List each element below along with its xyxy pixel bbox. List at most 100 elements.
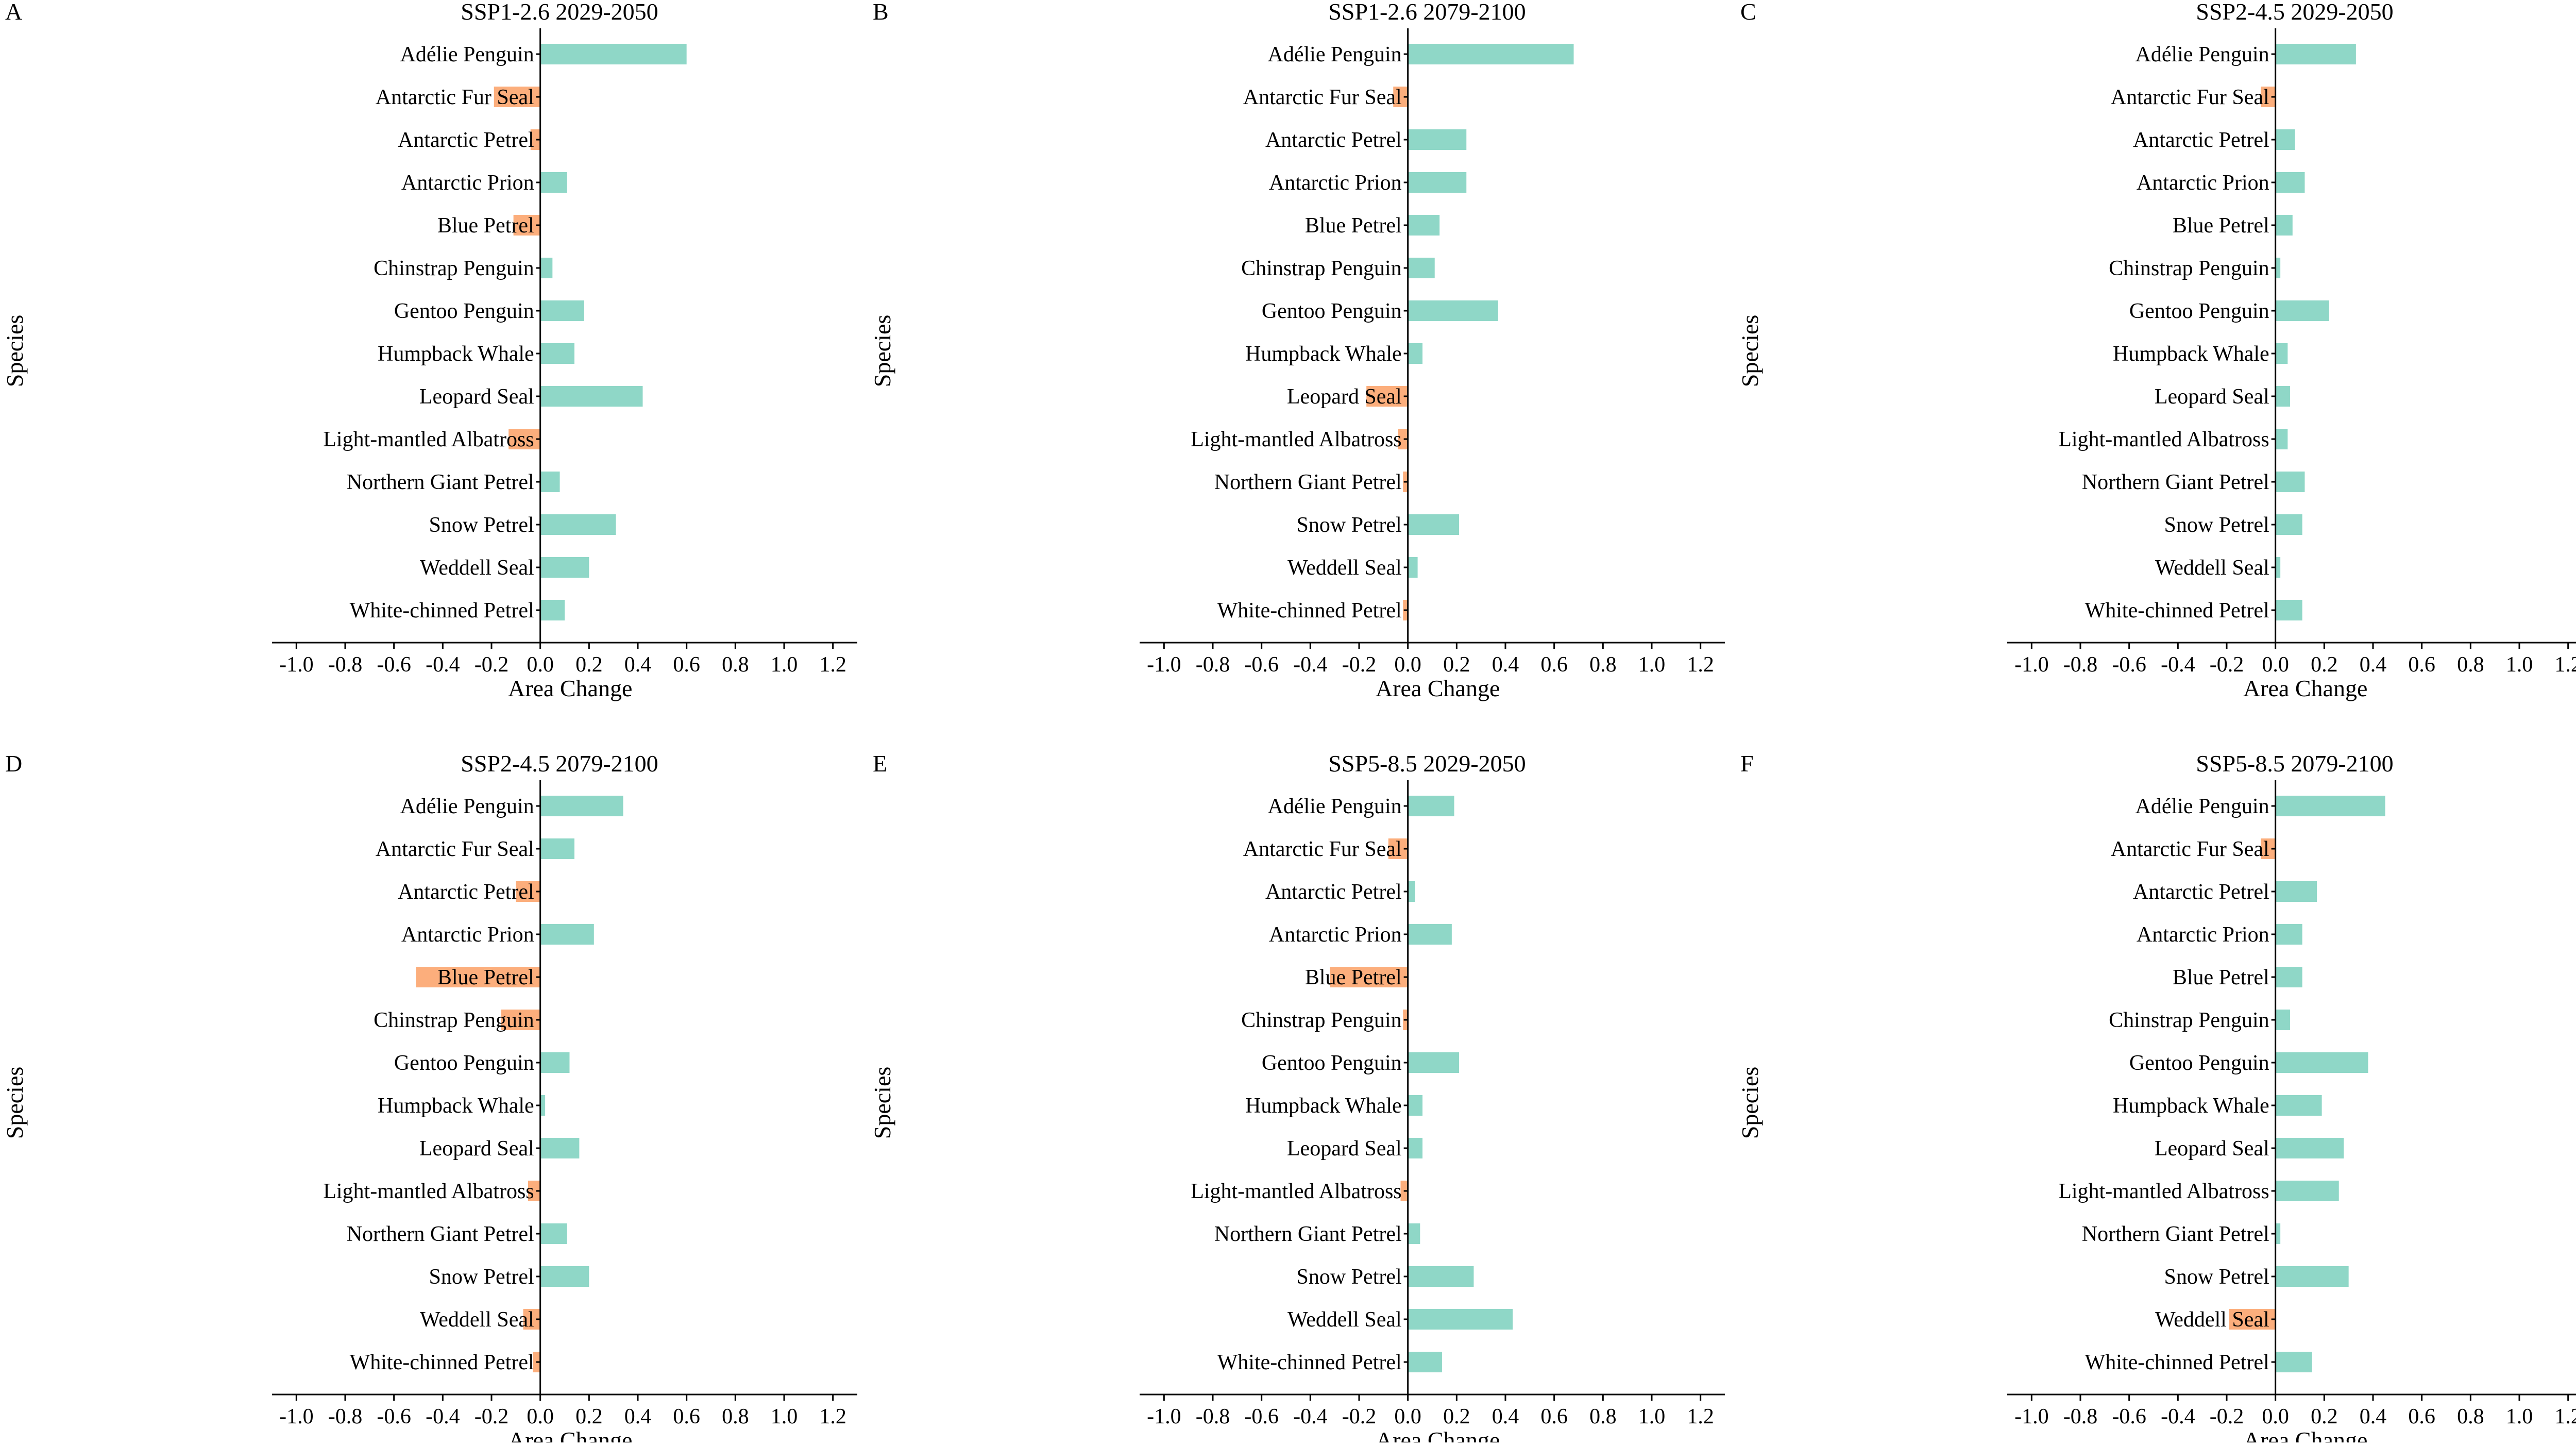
x-tick-label: -0.2	[1342, 1405, 1377, 1429]
y-tick-label: Chinstrap Penguin	[374, 257, 534, 280]
panel-letter: B	[873, 0, 889, 25]
x-tick-label: 0.6	[2408, 1405, 2435, 1429]
bar-snow-petrel	[1408, 514, 1460, 535]
x-tick-label: -0.6	[2112, 653, 2146, 677]
y-tick-label: Antarctic Prion	[1269, 171, 1402, 195]
y-axis-title: Species	[1737, 1067, 1763, 1139]
x-tick-label: 0.4	[1492, 653, 1519, 677]
bar-snow-petrel	[540, 1266, 589, 1287]
bar-gentoo-penguin	[1408, 1052, 1460, 1073]
x-tick-label: 0.0	[527, 653, 554, 677]
y-tick-label: Weddell Seal	[2155, 1308, 2269, 1332]
y-tick-label: Adélie Penguin	[1268, 43, 1402, 66]
x-tick-label: 0.6	[2408, 653, 2435, 677]
bar-blue-petrel	[1408, 215, 1440, 236]
y-tick-label: Leopard Seal	[2155, 385, 2269, 409]
x-tick-label: -0.8	[2063, 1405, 2098, 1429]
x-axis-title: Area Change	[1376, 675, 1500, 701]
bar-humpback-whale	[1408, 1095, 1423, 1116]
y-tick-label: Weddell Seal	[1287, 1308, 1402, 1332]
bar-gentoo-penguin	[2275, 1052, 2368, 1073]
x-tick-label: 0.4	[2360, 1405, 2387, 1429]
bar-northern-giant-petrel	[1408, 1223, 1420, 1244]
x-tick-label: 0.6	[1540, 1405, 1568, 1429]
x-tick-label: 0.6	[1540, 653, 1568, 677]
y-tick-label: Leopard Seal	[419, 1137, 534, 1161]
panel-title: SSP5-8.5 2029-2050	[1328, 750, 1526, 777]
bar-antarctic-prion	[540, 924, 594, 945]
x-tick-label: -0.4	[426, 1405, 460, 1429]
y-tick-label: White-chinned Petrel	[1217, 599, 1402, 623]
bar-snow-petrel	[1408, 1266, 1474, 1287]
y-tick-label: Antarctic Petrel	[398, 880, 534, 904]
y-tick-label: Humpback Whale	[2113, 1094, 2269, 1118]
y-tick-label: Weddell Seal	[420, 1308, 534, 1332]
x-tick-label: 0.2	[1443, 1405, 1470, 1429]
y-tick-label: Blue Petrel	[1305, 966, 1402, 989]
x-tick-label: -1.0	[279, 653, 314, 677]
x-axis-title: Area Change	[2243, 1427, 2367, 1442]
y-tick-label: Gentoo Penguin	[1262, 299, 1402, 323]
y-tick-label: Snow Petrel	[1297, 1265, 1402, 1289]
bar-light-mantled-albatross	[509, 429, 540, 449]
x-tick-label: 1.2	[2554, 1405, 2576, 1429]
y-axis-title: Species	[2, 315, 28, 388]
bar-blue-petrel	[2275, 967, 2302, 987]
x-tick-label: 0.0	[2262, 653, 2289, 677]
y-tick-label: Antarctic Fur Seal	[1243, 86, 1402, 109]
y-tick-label: Light-mantled Albatross	[323, 1180, 534, 1203]
y-tick-label: Light-mantled Albatross	[1191, 1180, 1401, 1203]
bar-antarctic-petrel	[2275, 881, 2317, 902]
y-tick-label: Leopard Seal	[419, 385, 534, 409]
y-tick-label: Humpback Whale	[378, 1094, 534, 1118]
y-tick-label: Antarctic Fur Seal	[376, 86, 534, 109]
panel-b: B SSP1-2.6 2079-2100 Adélie Penguin Antarct…	[869, 0, 1725, 701]
x-tick-label: -1.0	[279, 1405, 314, 1429]
x-tick-label: -1.0	[1147, 1405, 1181, 1429]
y-tick-label: Antarctic Prion	[1269, 923, 1402, 947]
bar-antarctic-petrel	[2275, 129, 2295, 150]
x-tick-label: -0.4	[2161, 1405, 2195, 1429]
y-tick-label: Adélie Penguin	[2136, 43, 2269, 66]
x-tick-label: 0.2	[2311, 653, 2338, 677]
bar-antarctic-fur-seal	[494, 87, 540, 107]
x-tick-label: 0.0	[1394, 1405, 1421, 1429]
y-tick-label: Weddell Seal	[420, 556, 534, 580]
y-axis-title: Species	[2, 1067, 28, 1139]
bar-gentoo-penguin	[540, 1052, 570, 1073]
x-tick-label: 0.8	[2457, 653, 2484, 677]
y-tick-label: Gentoo Penguin	[1262, 1051, 1402, 1075]
y-tick-label: Weddell Seal	[2155, 556, 2269, 580]
bar-antarctic-prion	[1408, 924, 1452, 945]
x-tick-label: 0.8	[722, 653, 749, 677]
bar-gentoo-penguin	[1408, 300, 1498, 321]
bar-white-chinned-petrel	[540, 600, 565, 620]
y-tick-label: White-chinned Petrel	[2085, 599, 2269, 623]
y-tick-label: Snow Petrel	[2164, 513, 2269, 537]
bar-antarctic-petrel	[530, 129, 540, 150]
bar-humpback-whale	[1408, 343, 1423, 364]
x-tick-label: 1.0	[1638, 653, 1666, 677]
x-tick-label: 0.4	[2360, 653, 2387, 677]
y-axis-title: Species	[869, 315, 895, 388]
bar-weddell-seal	[2275, 557, 2281, 578]
y-tick-label: Chinstrap Penguin	[1241, 1009, 1402, 1032]
y-tick-label: Light-mantled Albatross	[2058, 428, 2269, 451]
x-tick-label: 0.4	[624, 1405, 652, 1429]
bar-leopard-seal	[540, 386, 643, 407]
y-tick-label: Gentoo Penguin	[2129, 1051, 2269, 1075]
panel-letter: A	[5, 0, 22, 25]
y-tick-label: Blue Petrel	[1305, 214, 1402, 238]
x-tick-label: -0.2	[474, 1405, 509, 1429]
y-tick-label: Antarctic Petrel	[398, 128, 534, 152]
bar-snow-petrel	[2275, 1266, 2349, 1287]
bar-gentoo-penguin	[540, 300, 584, 321]
bar-leopard-seal	[1366, 386, 1408, 407]
bar-humpback-whale	[2275, 1095, 2322, 1116]
x-tick-label: -0.4	[1293, 1405, 1328, 1429]
bar-ad-lie-penguin	[1408, 796, 1454, 816]
x-tick-label: -0.4	[426, 653, 460, 677]
panel-a: A SSP1-2.6 2029-2050 Adélie Penguin Antarct…	[2, 0, 857, 701]
y-tick-label: Light-mantled Albatross	[1191, 428, 1401, 451]
bar-weddell-seal	[2229, 1309, 2276, 1330]
